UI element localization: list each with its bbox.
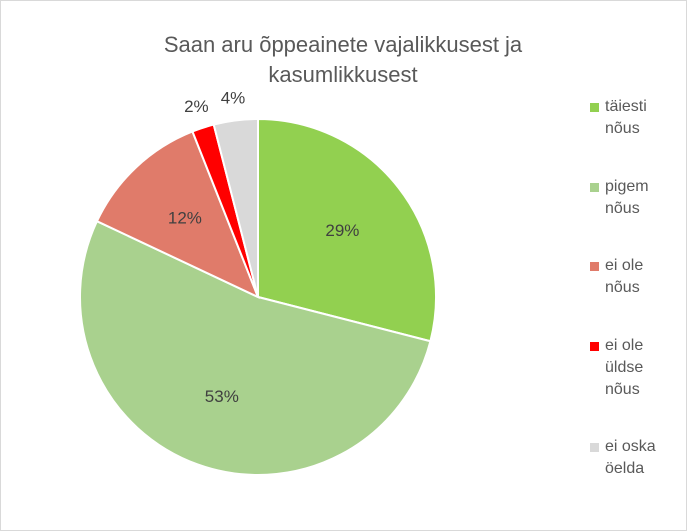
pie-slice (79, 219, 432, 476)
legend-swatch (590, 103, 599, 112)
chart-title: Saan aru õppeainete vajalikkusest ja kas… (163, 32, 523, 87)
legend-item: pigem nõus (590, 176, 680, 220)
data-label: 12% (168, 209, 202, 228)
pie-slice (95, 130, 260, 299)
pie-slice (212, 117, 259, 298)
legend-label: pigem nõus (605, 177, 649, 217)
legend-label: ei ole nõus (605, 257, 644, 296)
legend-swatch (590, 443, 599, 452)
legend: täiesti nõus pigem nõus ei ole nõus ei ole … (590, 96, 680, 480)
data-label: 29% (325, 221, 359, 240)
pie-slice (257, 117, 437, 343)
legend-swatch (590, 182, 599, 192)
data-label: 2% (184, 97, 209, 116)
legend-item: ei oska öelda (590, 436, 680, 480)
data-label: 4% (221, 89, 246, 108)
data-label: 53% (205, 387, 239, 406)
legend-swatch (590, 262, 599, 271)
legend-item: ei ole nõus (590, 255, 680, 299)
legend-swatch (590, 341, 599, 351)
legend-item: täiesti nõus (590, 96, 680, 140)
legend-item: ei ole üldse nõus (590, 335, 680, 401)
legend-label: ei ole üldse nõus (605, 336, 644, 398)
legend-label: täiesti nõus (605, 98, 647, 137)
legend-label: ei oska öelda (605, 438, 656, 477)
